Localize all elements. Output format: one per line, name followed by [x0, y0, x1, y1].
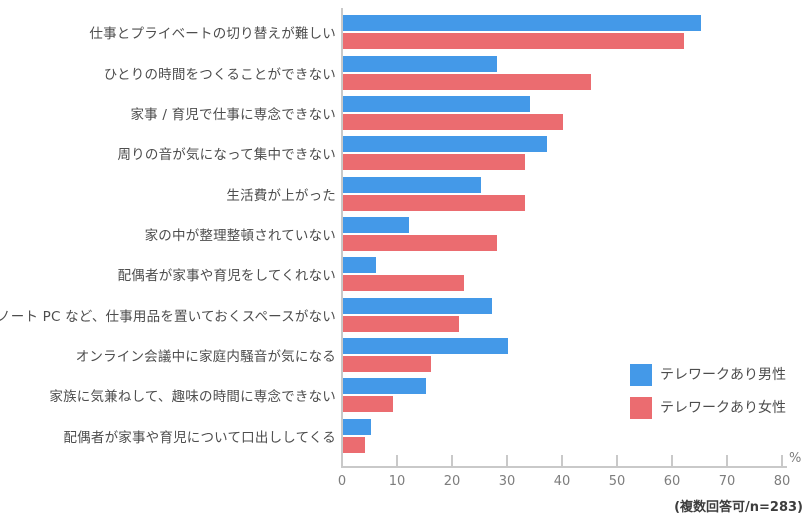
- bar-female: [343, 33, 684, 50]
- bar-male: [343, 15, 701, 32]
- category-label: 配偶者が家事や育児について口出ししてくる: [63, 429, 336, 446]
- category-label: ひとりの時間をつくることができない: [103, 66, 336, 83]
- bar-group: [343, 254, 783, 294]
- x-axis-tick-mark: [506, 455, 508, 467]
- legend-swatch-female: [630, 397, 652, 419]
- bars-plot-area: [343, 12, 783, 456]
- x-axis-tick-label: 50: [608, 474, 626, 489]
- x-axis-tick-label: 80: [773, 474, 791, 489]
- chart-footnote: (複数回答可/n=283): [674, 500, 803, 515]
- x-axis-line: [341, 466, 787, 468]
- x-axis-tick-mark: [396, 455, 398, 467]
- category-label: 仕事とプライベートの切り替えが難しい: [89, 26, 336, 43]
- y-axis-line: [341, 8, 343, 468]
- bar-male: [343, 338, 508, 355]
- category-label: 周りの音が気になって集中できない: [117, 147, 336, 164]
- category-label: オンライン会議中に家庭内騒音が気になる: [75, 349, 336, 366]
- x-axis-tick-mark: [671, 455, 673, 467]
- bar-male: [343, 55, 497, 72]
- bar-male: [343, 176, 481, 193]
- x-axis-tick-label: 60: [663, 474, 681, 489]
- bar-group: [343, 295, 783, 335]
- bar-male: [343, 95, 530, 112]
- bar-male: [343, 378, 426, 395]
- x-axis-tick-mark: [616, 455, 618, 467]
- x-axis-tick-label: 30: [498, 474, 516, 489]
- category-label: 家事 / 育児で仕事に専念できない: [130, 106, 336, 123]
- bar-female: [343, 234, 497, 251]
- legend-swatch-male: [630, 364, 652, 386]
- category-label: 生活費が上がった: [226, 187, 336, 204]
- x-axis-tick-label: 0: [337, 474, 347, 489]
- bar-female: [343, 275, 464, 292]
- category-label: ノート PC など、仕事用品を置いておくスペースがない: [0, 308, 336, 325]
- bar-group: [343, 173, 783, 213]
- bar-group: [343, 52, 783, 92]
- x-axis-tick-mark: [781, 455, 783, 467]
- legend-label-female: テレワークあり女性: [660, 400, 786, 416]
- bar-male: [343, 216, 409, 233]
- x-axis-ticks: 0 10 20 30 40 50 60 70 80: [338, 0, 790, 517]
- bar-female: [343, 436, 365, 453]
- bar-group: [343, 214, 783, 254]
- bar-female: [343, 396, 393, 413]
- bar-group: [343, 416, 783, 456]
- bar-group: [343, 93, 783, 133]
- x-axis-tick-mark: [341, 455, 343, 467]
- bar-female: [343, 113, 563, 130]
- x-axis-tick-label: 20: [443, 474, 461, 489]
- x-axis-tick-mark: [561, 455, 563, 467]
- legend-item-female: テレワークあり女性: [630, 397, 786, 419]
- legend: テレワークあり男性 テレワークあり女性: [630, 364, 786, 419]
- bar-female: [343, 194, 525, 211]
- category-labels-column: 仕事とプライベートの切り替えが難しいひとりの時間をつくることができない家事 / …: [0, 12, 336, 456]
- bar-female: [343, 356, 431, 373]
- x-axis-tick-mark: [451, 455, 453, 467]
- category-label: 家の中が整理整頓されていない: [144, 227, 336, 244]
- bar-female: [343, 154, 525, 171]
- bar-group: [343, 12, 783, 52]
- legend-label-male: テレワークあり男性: [660, 367, 786, 383]
- x-axis-unit-label: %: [789, 451, 802, 466]
- x-axis-tick-label: 40: [553, 474, 571, 489]
- legend-item-male: テレワークあり男性: [630, 364, 786, 386]
- bar-male: [343, 136, 547, 153]
- bar-group: [343, 335, 783, 375]
- bar-male: [343, 418, 371, 435]
- x-axis-tick-label: 70: [718, 474, 736, 489]
- category-label: 配偶者が家事や育児をしてくれない: [117, 268, 336, 285]
- bar-male: [343, 297, 492, 314]
- x-axis-tick-mark: [726, 455, 728, 467]
- bar-male: [343, 257, 376, 274]
- bar-group: [343, 133, 783, 173]
- bar-female: [343, 73, 591, 90]
- category-label: 家族に気兼ねして、趣味の時間に専念できない: [49, 389, 336, 406]
- bar-female: [343, 315, 459, 332]
- bar-group: [343, 375, 783, 415]
- x-axis-tick-label: 10: [388, 474, 406, 489]
